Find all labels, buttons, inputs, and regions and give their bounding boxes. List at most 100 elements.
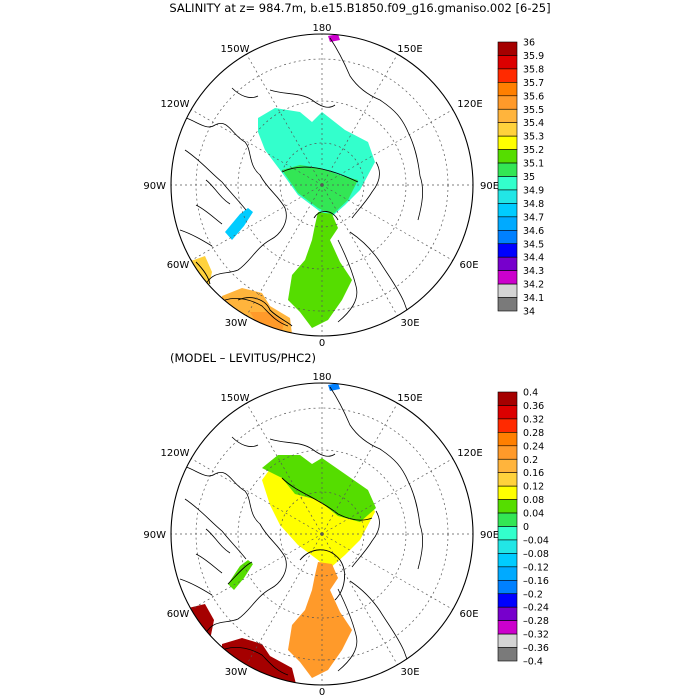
colorbar-swatch <box>497 82 518 97</box>
colorbar-label: 0.04 <box>523 509 544 520</box>
pacific-lobe-field <box>282 165 358 215</box>
colorbar-swatch <box>497 55 518 70</box>
map-boundary-2 <box>170 382 474 686</box>
colorbar-label: 35.2 <box>523 145 544 156</box>
colorbar-swatch <box>497 135 518 150</box>
diff-baffin-field <box>228 560 253 590</box>
colorbar-swatch <box>497 432 518 447</box>
colorbar-swatch <box>497 606 518 621</box>
map-boundary <box>170 33 474 337</box>
lon-label-90e: 90E <box>480 530 499 541</box>
colorbar-label: 34 <box>523 307 535 318</box>
colorbar-label: 0.16 <box>523 468 544 479</box>
colorbar-swatch <box>497 122 518 137</box>
lon-label-60w: 60W <box>167 260 190 271</box>
colorbar-label: 0.36 <box>523 401 544 412</box>
colorbar-label: 0 <box>523 522 529 533</box>
colorbar-label: 35.3 <box>523 132 544 143</box>
colorbar-label: 35.4 <box>523 118 544 129</box>
colorbar-label: 35.7 <box>523 78 544 89</box>
lon-label-150w: 150W <box>221 44 250 55</box>
colorbar-swatch <box>497 68 518 83</box>
lon-label-60e: 60E <box>459 260 478 271</box>
colorbar-swatch <box>497 391 518 406</box>
lon-label-60e: 60E <box>459 609 478 620</box>
colorbar-label: 0.2 <box>523 455 538 466</box>
longitude-labels: 180 150E 120E 90E 60E 30E 0 30W 60W 90W … <box>143 23 499 349</box>
colorbar-label: 34.6 <box>523 226 544 237</box>
colorbar-label: 0.24 <box>523 441 544 452</box>
salinity-map: 180 150E 120E 90E 60E 30E 0 30W 60W 90W … <box>143 23 544 349</box>
diff-atlantic-channel-field <box>288 562 352 678</box>
colorbar-label: 34.7 <box>523 212 544 223</box>
colorbar-swatch <box>497 553 518 568</box>
colorbar-swatch <box>497 579 518 595</box>
colorbar-swatch <box>497 270 518 285</box>
colorbar-label: –0.32 <box>523 630 549 641</box>
colorbar-swatch <box>497 593 518 608</box>
colorbar-swatch <box>497 566 518 581</box>
salinity-contours <box>195 166 359 327</box>
lon-label-150e: 150E <box>397 44 422 55</box>
colorbar-swatch <box>497 405 518 420</box>
colorbar-label: 35.1 <box>523 159 544 170</box>
colorbar-label: 35.5 <box>523 105 544 116</box>
lon-label-90e: 90E <box>480 181 499 192</box>
colorbar-label: 34.8 <box>523 199 544 210</box>
colorbar-swatch <box>497 216 518 231</box>
lon-label-90w: 90W <box>143 530 166 541</box>
colorbar-label: –0.08 <box>523 549 549 560</box>
difference-title: (MODEL – LEVITUS/PHC2) <box>170 351 316 365</box>
salinity-colorbar: 36 35.9 35.8 35.7 35.6 35.5 35.4 35.3 35.2 35.1 35… <box>497 38 544 318</box>
colorbar-swatch <box>497 41 518 56</box>
colorbar-label: 34.3 <box>523 266 544 277</box>
baffin-field <box>225 208 253 240</box>
colorbar-label: 0.32 <box>523 414 544 425</box>
lon-label-30w: 30W <box>225 318 248 329</box>
colorbar-label: 34.9 <box>523 185 544 196</box>
colorbar-label: –0.36 <box>523 643 549 654</box>
colorbar-label: –0.2 <box>523 589 543 600</box>
irminger-field-b <box>250 312 284 332</box>
lon-label-120w: 120W <box>161 448 190 459</box>
colorbar-swatch <box>497 458 518 473</box>
atlantic-channel-field <box>288 212 352 328</box>
lon-label-90w: 90W <box>143 181 166 192</box>
colorbar-swatch <box>497 230 518 245</box>
colorbar-swatch <box>497 203 518 218</box>
lon-label-150e: 150E <box>397 393 422 404</box>
colorbar-swatch <box>497 176 518 191</box>
lon-label-30e: 30E <box>400 318 419 329</box>
lon-label-30w: 30W <box>225 667 248 678</box>
graticule <box>171 34 473 336</box>
difference-map: 180 150E 120E 90E 60E 30E 0 30W 60W 90W … <box>143 372 549 698</box>
figure-title: SALINITY at z= 984.7m, b.e15.B1850.f09_g… <box>169 1 550 15</box>
diff-pacific-lobe-field <box>262 455 376 522</box>
colorbar-swatch <box>497 108 518 123</box>
colorbar-label: 34.1 <box>523 293 544 304</box>
colorbar-swatch <box>497 162 518 177</box>
colorbar-label: –0.16 <box>523 576 549 587</box>
colorbar-label: –0.12 <box>523 562 549 573</box>
colorbar-label: 0.4 <box>523 388 538 399</box>
lon-label-120e: 120E <box>457 448 482 459</box>
colorbar-label: 36 <box>523 38 535 49</box>
lon-label-180: 180 <box>312 372 331 383</box>
colorbar-swatch <box>497 633 518 648</box>
difference-field <box>178 383 376 685</box>
difference-colorbar: 0.4 0.36 0.32 0.28 0.24 0.2 0.16 0.12 0.08 0.04 0 –… <box>497 388 549 668</box>
colorbar-swatch <box>497 472 518 487</box>
colorbar-swatch <box>497 283 518 298</box>
colorbar-label: 35.9 <box>523 51 544 62</box>
lon-label-0: 0 <box>319 687 325 698</box>
colorbar-swatch <box>497 485 518 500</box>
lon-label-150w: 150W <box>221 393 250 404</box>
longitude-labels-2: 180 150E 120E 90E 60E 30E 0 30W 60W 90W … <box>143 372 499 698</box>
colorbar-label: 0.28 <box>523 428 544 439</box>
colorbar-swatch <box>497 149 518 164</box>
colorbar-label: 35.6 <box>523 91 544 102</box>
lon-label-30e: 30E <box>400 667 419 678</box>
diff-irminger-field-b <box>250 662 284 682</box>
lon-label-120e: 120E <box>457 99 482 110</box>
